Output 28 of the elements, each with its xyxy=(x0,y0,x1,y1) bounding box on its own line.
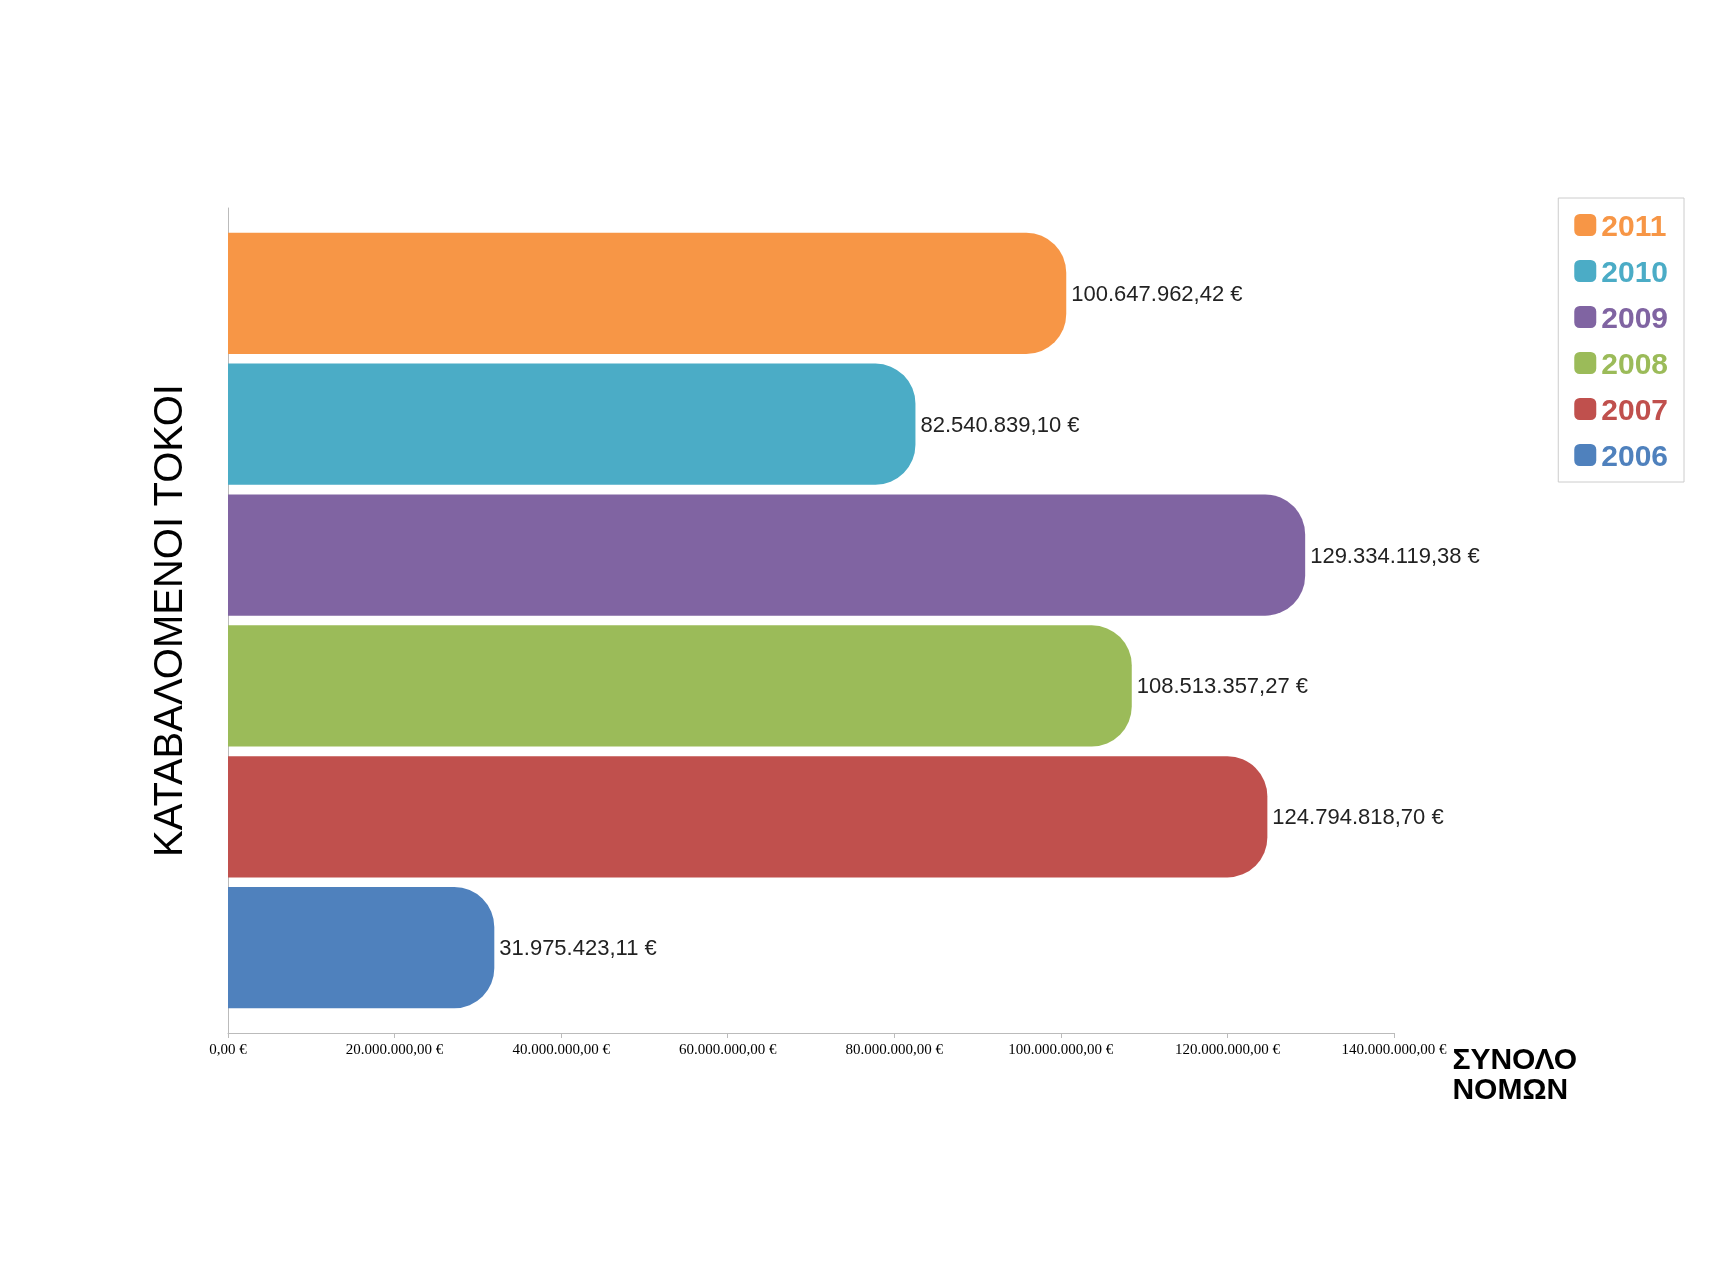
x-tick-label: 100.000.000,00 € xyxy=(1008,1040,1114,1057)
data-label: 31.975.423,11 € xyxy=(499,935,657,961)
bar xyxy=(228,494,1306,616)
x-tick-label: 140.000.000,00 € xyxy=(1341,1040,1447,1057)
x-tick-label: 20.000.000,00 € xyxy=(345,1040,444,1057)
legend-label: 2011 xyxy=(1601,208,1667,242)
bar xyxy=(228,756,1268,878)
x-tick-label: 0,00 € xyxy=(209,1040,248,1057)
x-tick-label: 40.000.000,00 € xyxy=(512,1040,611,1057)
bar xyxy=(228,232,1067,354)
x-tick-label: 80.000.000,00 € xyxy=(845,1040,944,1057)
legend-label: 2006 xyxy=(1601,438,1669,472)
data-label: 108.513.357,27 € xyxy=(1136,673,1309,699)
legend-label: 2007 xyxy=(1601,392,1669,426)
legend-label: 2009 xyxy=(1601,300,1669,334)
bar xyxy=(228,887,495,1009)
data-label: 100.647.962,42 € xyxy=(1071,280,1243,306)
data-label: 82.540.839,10 € xyxy=(920,411,1080,437)
x-tick-label: 60.000.000,00 € xyxy=(678,1040,777,1057)
data-label: 124.794.818,70 € xyxy=(1272,804,1444,830)
bar xyxy=(228,625,1132,747)
legend-label: 2008 xyxy=(1601,346,1669,380)
data-label: 129.334.119,38 € xyxy=(1310,542,1480,568)
bar xyxy=(228,363,916,485)
legend-label: 2010 xyxy=(1601,254,1669,288)
x-tick-label: 120.000.000,00 € xyxy=(1174,1040,1281,1057)
y-axis-title: ΚΑΤΑΒΑΛΟΜΕΝΟΙ ΤΟΚΟΙ xyxy=(146,384,190,857)
x-axis-title: ΣΥΝΟΛΟ ΝΟΜΩΝ xyxy=(1452,1041,1578,1105)
